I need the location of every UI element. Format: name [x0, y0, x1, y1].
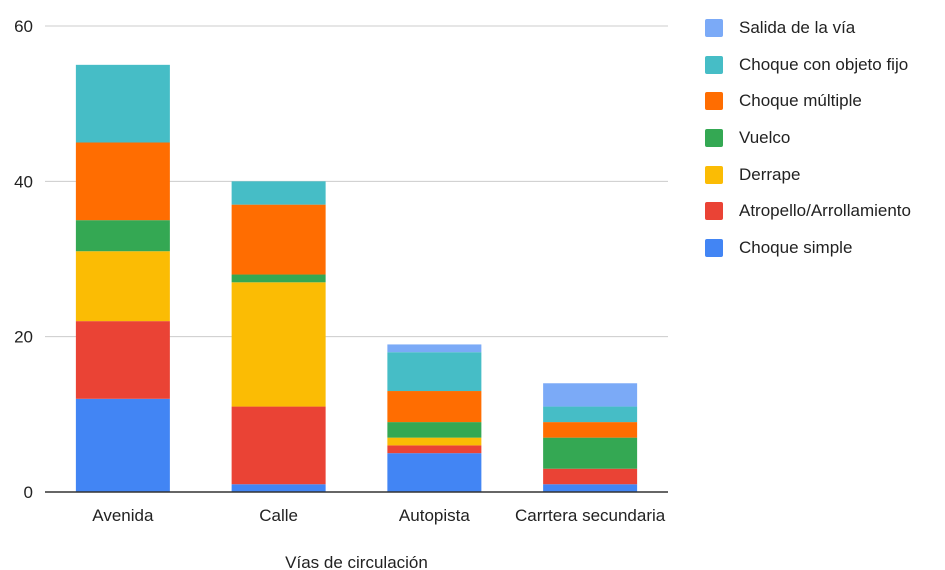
legend-item: Atropello/Arrollamiento [705, 193, 911, 230]
legend-label: Choque simple [739, 237, 853, 257]
bar-segment [231, 282, 326, 407]
legend-swatch [705, 238, 723, 257]
bar-segment [543, 383, 638, 407]
x-tick-label: Calle [259, 506, 298, 525]
legend-swatch [705, 129, 723, 148]
bar-segment [231, 181, 326, 205]
bar-segment [387, 445, 482, 454]
legend-swatch [705, 165, 723, 184]
legend-swatch [705, 19, 723, 38]
y-tick-label: 20 [14, 328, 33, 347]
legend-label: Derrape [739, 164, 801, 184]
bars [75, 64, 638, 492]
legend: Salida de la vía Choque con objeto fijo Ch… [705, 10, 911, 266]
legend-item: Choque múltiple [705, 83, 911, 120]
bar-segment [75, 64, 170, 143]
legend-item: Salida de la vía [705, 10, 911, 47]
legend-swatch [705, 202, 723, 221]
bar-segment [387, 352, 482, 392]
legend-label: Vuelco [739, 128, 791, 148]
legend-item: Choque con objeto fijo [705, 47, 911, 84]
bar-segment [75, 321, 170, 399]
legend-label: Salida de la vía [739, 18, 856, 38]
bar-segment [543, 437, 638, 469]
legend-item: Choque simple [705, 230, 911, 267]
y-tick-label: 40 [14, 172, 33, 191]
y-tick-label: 60 [14, 17, 33, 36]
x-tick-label: Avenida [92, 506, 154, 525]
bar-segment [387, 422, 482, 438]
legend-item: Derrape [705, 156, 911, 193]
x-tick-label: Carrtera secundaria [515, 506, 666, 525]
legend-item: Vuelco [705, 120, 911, 157]
bar-segment [387, 437, 482, 446]
x-tick-label: Autopista [399, 506, 470, 525]
bar-segment [231, 406, 326, 485]
bar-segment [75, 220, 170, 252]
bar-segment [387, 391, 482, 423]
bar-segment [75, 251, 170, 322]
y-axis-tick-labels: 0 20 40 60 [14, 17, 33, 502]
legend-label: Atropello/Arrollamiento [739, 201, 911, 221]
bar-segment [231, 204, 326, 275]
bar-segment [387, 344, 482, 353]
bar-segment [75, 398, 170, 492]
bar-segment [543, 406, 638, 423]
bar-segment [75, 142, 170, 221]
x-axis-title: Vías de circulación [285, 553, 428, 570]
legend-swatch [705, 92, 723, 111]
legend-label: Choque múltiple [739, 91, 862, 111]
bar-segment [543, 468, 638, 485]
legend-swatch [705, 55, 723, 74]
x-axis-tick-labels: Avenida Calle Autopista Carrtera secundaria [92, 506, 665, 525]
legend-label: Choque con objeto fijo [739, 54, 909, 74]
bar-segment [543, 422, 638, 438]
bar-segment [231, 274, 326, 283]
bar-segment [231, 484, 326, 492]
bar-segment [387, 453, 482, 492]
bar-segment [543, 484, 638, 492]
y-tick-label: 0 [24, 483, 33, 502]
